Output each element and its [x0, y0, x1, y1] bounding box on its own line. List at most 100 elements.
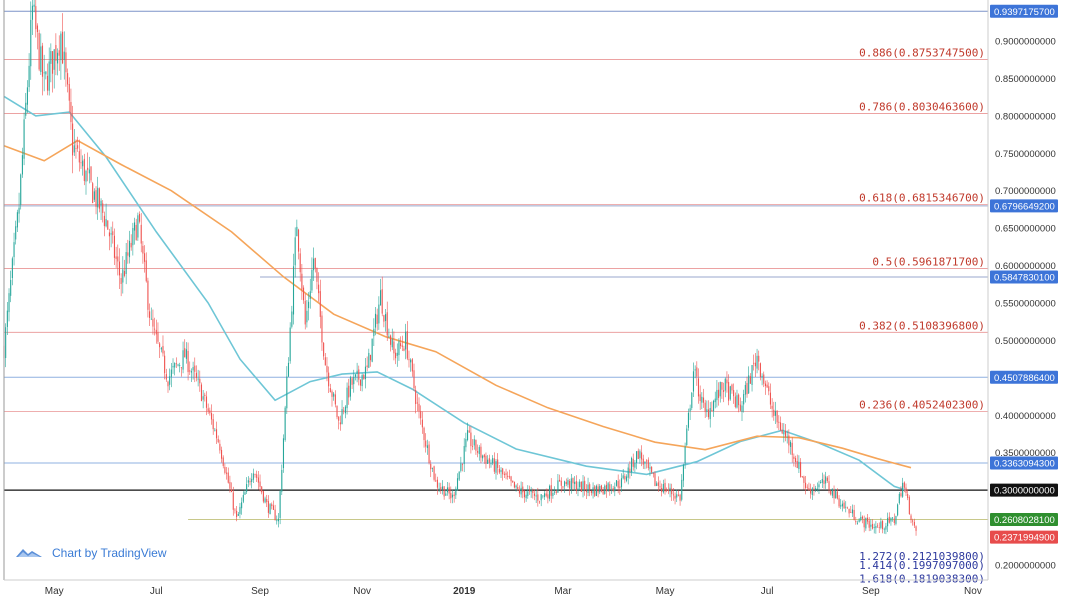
- candle-124: [210, 404, 213, 425]
- candle-122: [207, 403, 209, 414]
- candle-139: [236, 505, 238, 522]
- candle-441: [741, 401, 743, 422]
- candle-184: [311, 257, 313, 293]
- candle-530: [890, 517, 892, 526]
- candle-470: [789, 440, 792, 455]
- candle-46: [80, 149, 82, 169]
- candle-353: [594, 485, 596, 498]
- candle-277: [467, 422, 469, 442]
- candle-459: [771, 398, 773, 418]
- candle-200: [338, 416, 340, 430]
- candle-19: [35, 0, 37, 38]
- candle-476: [800, 458, 802, 478]
- candle-527: [885, 522, 887, 535]
- current-price-tag: 0.2371994900: [990, 530, 1058, 544]
- candle-341: [574, 476, 576, 491]
- candle-269: [453, 491, 455, 503]
- candle-292: [492, 455, 494, 466]
- time-tick-7: Jul: [761, 586, 774, 597]
- candle-466: [783, 423, 785, 443]
- price-tick-9: 0.4000000000: [995, 411, 1056, 422]
- price-tick-10: 0.3500000000: [995, 448, 1056, 459]
- candle-114: [194, 357, 196, 383]
- time-axis[interactable]: May Jul Sep Nov 2019 Mar May Jul Sep Nov: [45, 586, 982, 597]
- candle-337: [567, 477, 569, 488]
- candle-420: [706, 400, 708, 417]
- candle-444: [746, 376, 748, 398]
- candle-45: [78, 139, 80, 172]
- candle-391: [657, 476, 659, 492]
- candle-485: [815, 485, 817, 493]
- candle-62: [107, 220, 109, 230]
- time-tick-0: May: [45, 586, 64, 597]
- fib-label-8: 1.618(0.1819038300): [859, 573, 985, 586]
- candle-149: [252, 468, 254, 484]
- candle-155: [262, 490, 264, 504]
- candle-403: [677, 490, 679, 497]
- candle-543: [912, 518, 914, 526]
- candle-123: [209, 407, 211, 416]
- candle-109: [185, 342, 187, 364]
- price-tags-layer: 0.9397175700 0.6796649200 0.5847830100 0.45…: [990, 4, 1058, 544]
- candle-384: [646, 459, 648, 469]
- candle-445: [748, 366, 750, 394]
- candle-187: [316, 267, 318, 290]
- candle-17: [31, 0, 33, 36]
- candle-231: [390, 334, 392, 352]
- candle-395: [664, 478, 666, 495]
- candle-11: [21, 147, 23, 178]
- candle-192: [324, 352, 326, 366]
- candle-40: [70, 88, 72, 130]
- fib-label-3: 0.5(0.5961871700): [872, 255, 985, 268]
- candle-253: [426, 439, 428, 455]
- candle-295: [497, 453, 499, 475]
- candle-338: [569, 479, 571, 496]
- candle-76: [130, 234, 132, 251]
- tradingview-branding[interactable]: Chart by TradingView: [16, 546, 167, 560]
- candle-280: [472, 439, 474, 451]
- candle-448: [753, 354, 755, 371]
- candle-151: [256, 470, 258, 483]
- candle-392: [659, 480, 661, 490]
- candle-268: [451, 489, 454, 504]
- candle-186: [314, 257, 316, 273]
- candle-308: [518, 485, 520, 498]
- price-tick-2: 0.8000000000: [995, 111, 1056, 122]
- candle-350: [589, 482, 591, 497]
- candle-29: [51, 51, 54, 93]
- candle-56: [97, 176, 99, 220]
- price-tick-6: 0.6000000000: [995, 261, 1056, 272]
- time-tick-5: Mar: [554, 586, 572, 597]
- candle-532: [893, 513, 895, 526]
- candle-278: [468, 426, 470, 433]
- candle-398: [669, 483, 671, 498]
- candle-373: [627, 463, 629, 485]
- candle-60: [103, 211, 105, 237]
- candle-104: [177, 363, 179, 367]
- candle-226: [381, 276, 383, 317]
- candle-90: [154, 317, 156, 336]
- candle-133: [226, 466, 228, 480]
- candle-249: [420, 405, 422, 425]
- candle-209: [353, 369, 355, 393]
- candle-325: [547, 488, 549, 504]
- price-axis[interactable]: 0.9000000000 0.8500000000 0.8000000000 0.75…: [995, 37, 1056, 572]
- candle-61: [105, 203, 107, 228]
- candle-4: [10, 270, 12, 303]
- candle-237: [400, 336, 402, 349]
- candle-247: [416, 393, 418, 412]
- candle-296: [498, 465, 500, 475]
- candle-361: [607, 482, 609, 493]
- candle-453: [761, 373, 763, 386]
- candle-250: [421, 411, 423, 434]
- candle-88: [150, 307, 152, 321]
- candle-435: [731, 383, 733, 394]
- candle-193: [326, 357, 328, 382]
- candle-540: [907, 489, 909, 501]
- candle-316: [532, 488, 534, 499]
- candle-129: [219, 439, 221, 454]
- candle-322: [542, 495, 544, 499]
- candle-416: [699, 385, 701, 410]
- candle-531: [892, 517, 894, 522]
- candle-188: [318, 272, 320, 302]
